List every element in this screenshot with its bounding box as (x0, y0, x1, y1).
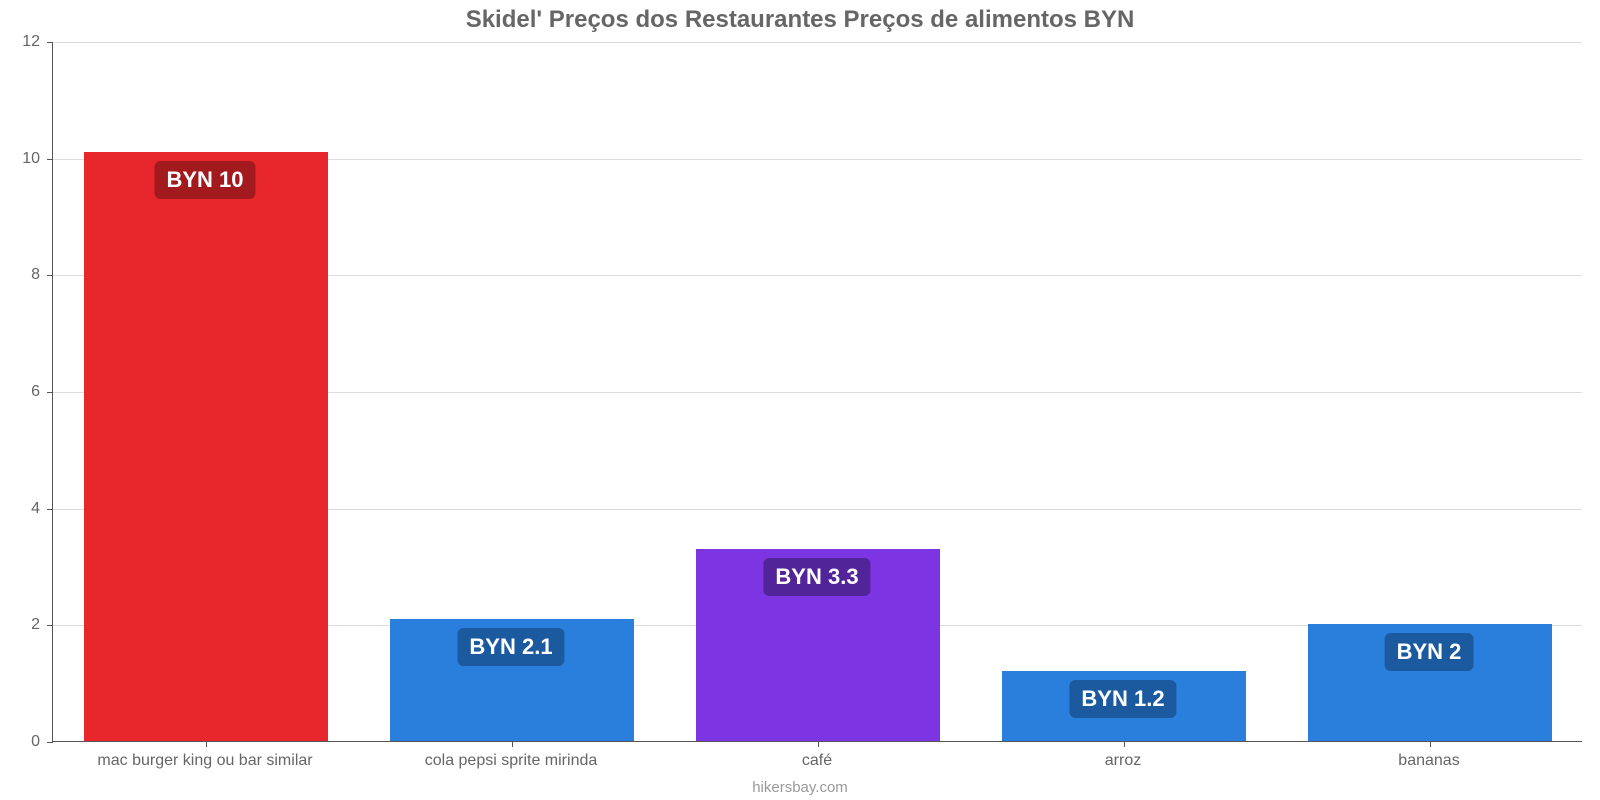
xtick-label: arroz (1105, 752, 1141, 770)
ytick-mark (47, 742, 53, 743)
ytick-mark (47, 275, 53, 276)
value-badge: BYN 2.1 (457, 628, 564, 666)
plot-area (52, 42, 1582, 742)
ytick-mark (47, 509, 53, 510)
ytick-mark (47, 42, 53, 43)
xtick-mark (818, 741, 819, 747)
xtick-label: cola pepsi sprite mirinda (425, 752, 598, 770)
ytick-mark (47, 625, 53, 626)
value-badge: BYN 1.2 (1069, 680, 1176, 718)
bar (84, 152, 329, 741)
ytick-label: 0 (0, 733, 40, 751)
xtick-mark (1124, 741, 1125, 747)
ytick-label: 4 (0, 500, 40, 518)
xtick-label: bananas (1398, 752, 1459, 770)
xtick-label: mac burger king ou bar similar (97, 752, 312, 770)
xtick-mark (1430, 741, 1431, 747)
ytick-mark (47, 159, 53, 160)
ytick-label: 2 (0, 616, 40, 634)
ytick-label: 8 (0, 266, 40, 284)
ytick-label: 10 (0, 150, 40, 168)
xtick-label: café (802, 752, 832, 770)
value-badge: BYN 3.3 (763, 558, 870, 596)
gridline (53, 42, 1582, 43)
chart-caption: hikersbay.com (0, 779, 1600, 796)
value-badge: BYN 10 (154, 161, 255, 199)
xtick-mark (206, 741, 207, 747)
ytick-label: 6 (0, 383, 40, 401)
value-badge: BYN 2 (1385, 633, 1474, 671)
xtick-mark (512, 741, 513, 747)
ytick-mark (47, 392, 53, 393)
ytick-label: 12 (0, 33, 40, 51)
chart-container: Skidel' Preços dos Restaurantes Preços d… (0, 0, 1600, 800)
chart-title: Skidel' Preços dos Restaurantes Preços d… (0, 6, 1600, 34)
